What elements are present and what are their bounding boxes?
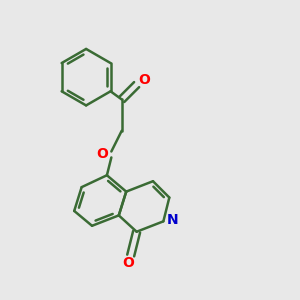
Text: O: O [138,73,150,87]
Text: N: N [167,213,179,227]
Text: O: O [122,256,134,270]
Text: O: O [97,148,108,161]
